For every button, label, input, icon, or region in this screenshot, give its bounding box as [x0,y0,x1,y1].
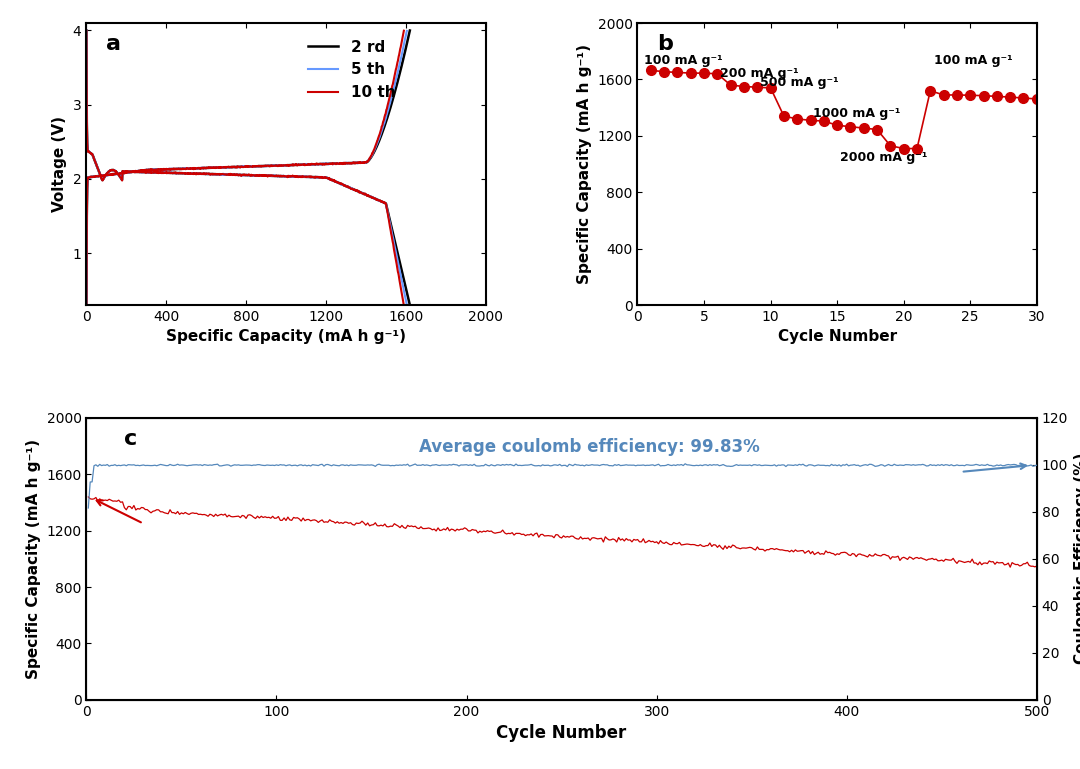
Y-axis label: Specific Capacity (mA h g⁻¹): Specific Capacity (mA h g⁻¹) [26,439,41,679]
Text: 100 mA g⁻¹: 100 mA g⁻¹ [934,54,1013,67]
Text: c: c [124,429,137,449]
X-axis label: Specific Capacity (mA h g⁻¹): Specific Capacity (mA h g⁻¹) [166,329,406,345]
X-axis label: Cycle Number: Cycle Number [497,724,626,742]
Text: 2000 mA g⁻¹: 2000 mA g⁻¹ [840,151,927,165]
X-axis label: Cycle Number: Cycle Number [778,329,896,345]
Text: 100 mA g⁻¹: 100 mA g⁻¹ [644,54,723,67]
Y-axis label: Voltage (V): Voltage (V) [52,116,67,212]
Text: 200 mA g⁻¹: 200 mA g⁻¹ [720,68,798,80]
Text: Average coulomb efficiency: 99.83%: Average coulomb efficiency: 99.83% [419,438,760,456]
Text: b: b [658,35,673,55]
Text: a: a [106,35,121,55]
Legend: 2 rd, 5 th, 10 th: 2 rd, 5 th, 10 th [301,34,402,106]
Text: 1000 mA g⁻¹: 1000 mA g⁻¹ [813,107,901,120]
Y-axis label: Specific Capacity (mA h g⁻¹): Specific Capacity (mA h g⁻¹) [577,44,592,284]
Y-axis label: Coulombic Efficiency (%): Coulombic Efficiency (%) [1074,453,1080,664]
Text: 500 mA g⁻¹: 500 mA g⁻¹ [760,76,838,88]
